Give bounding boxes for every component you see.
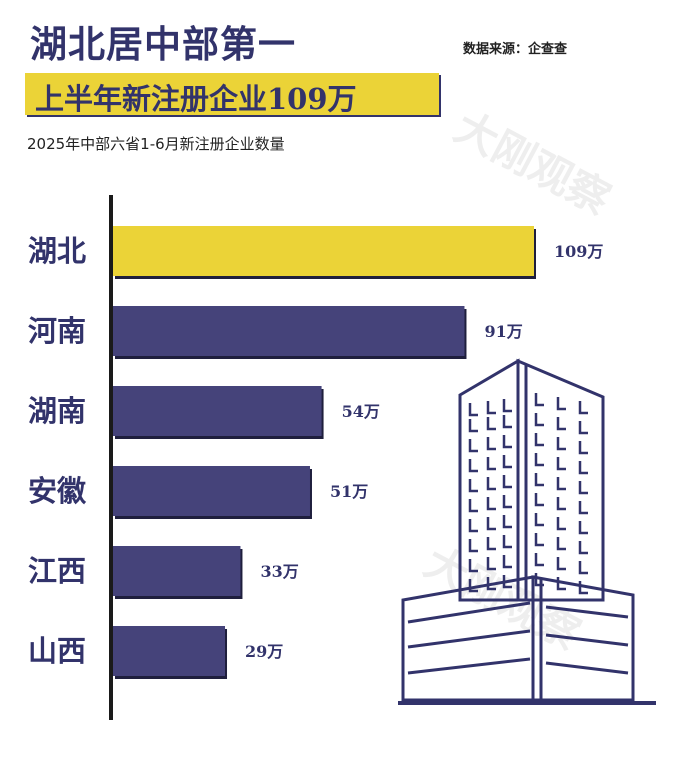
window-mark: [534, 433, 544, 447]
window-mark: [578, 421, 588, 435]
bar: [113, 306, 465, 356]
category-label: 江西: [28, 554, 86, 588]
window-mark: [578, 461, 588, 475]
window-mark: [556, 557, 566, 571]
window-mark: [578, 401, 588, 415]
window-mark: [468, 559, 478, 573]
window-mark: [468, 439, 478, 453]
chart-subtitle: 2025年中部六省1-6月新注册企业数量: [27, 135, 285, 153]
office-building-icon: [398, 358, 656, 705]
window-mark: [486, 537, 496, 551]
window-mark: [468, 419, 478, 433]
window-mark: [556, 437, 566, 451]
window-mark: [502, 515, 512, 529]
window-mark: [556, 477, 566, 491]
window-mark: [578, 541, 588, 555]
value-label: 91万: [484, 322, 522, 341]
window-mark: [502, 455, 512, 469]
window-mark: [502, 435, 512, 449]
value-label: 109万: [554, 242, 603, 261]
value-label: 33万: [260, 562, 298, 581]
window-mark: [486, 401, 496, 415]
window-mark: [468, 579, 478, 593]
window-mark: [556, 417, 566, 431]
category-label: 湖南: [28, 394, 86, 428]
bar: [113, 226, 534, 276]
category-label: 安徽: [28, 474, 87, 508]
window-mark: [468, 519, 478, 533]
window-mark: [534, 513, 544, 527]
window-mark: [578, 581, 588, 595]
window-mark: [486, 477, 496, 491]
chart-title: 湖北居中部第一: [30, 22, 296, 66]
window-mark: [468, 403, 478, 417]
window-mark: [486, 497, 496, 511]
window-mark: [502, 415, 512, 429]
window-mark: [502, 555, 512, 569]
window-mark: [578, 561, 588, 575]
window-mark: [534, 473, 544, 487]
window-mark: [468, 459, 478, 473]
window-mark: [486, 457, 496, 471]
headline-banner: 上半年新注册企业109万: [25, 73, 439, 116]
window-mark: [534, 453, 544, 467]
window-mark: [534, 553, 544, 567]
window-mark: [534, 493, 544, 507]
window-mark: [468, 539, 478, 553]
window-mark: [578, 521, 588, 535]
category-label: 河南: [28, 314, 86, 348]
window-mark: [534, 533, 544, 547]
category-label: 山西: [28, 634, 86, 668]
banner-text: 上半年新注册企业109万: [35, 82, 357, 116]
category-label: 湖北: [28, 234, 86, 268]
value-label: 29万: [245, 642, 283, 661]
window-mark: [502, 535, 512, 549]
window-mark: [502, 575, 512, 589]
data-source: 数据来源：企查查: [463, 42, 568, 57]
bar: [113, 546, 241, 596]
window-mark: [468, 479, 478, 493]
window-mark: [502, 475, 512, 489]
window-mark: [486, 417, 496, 431]
window-mark: [556, 577, 566, 591]
window-mark: [578, 481, 588, 495]
window-mark: [534, 393, 544, 407]
bar: [113, 626, 226, 676]
window-mark: [486, 557, 496, 571]
window-mark: [556, 537, 566, 551]
window-mark: [534, 413, 544, 427]
bar: [113, 466, 310, 516]
value-label: 51万: [330, 482, 368, 501]
window-mark: [578, 501, 588, 515]
window-mark: [578, 441, 588, 455]
window-mark: [486, 577, 496, 591]
value-label: 54万: [342, 402, 380, 421]
window-mark: [468, 499, 478, 513]
window-mark: [486, 517, 496, 531]
window-mark: [534, 573, 544, 587]
window-mark: [556, 457, 566, 471]
window-mark: [556, 397, 566, 411]
bar: [113, 386, 322, 436]
window-mark: [502, 495, 512, 509]
window-mark: [556, 497, 566, 511]
window-mark: [502, 399, 512, 413]
window-mark: [556, 517, 566, 531]
window-mark: [486, 437, 496, 451]
